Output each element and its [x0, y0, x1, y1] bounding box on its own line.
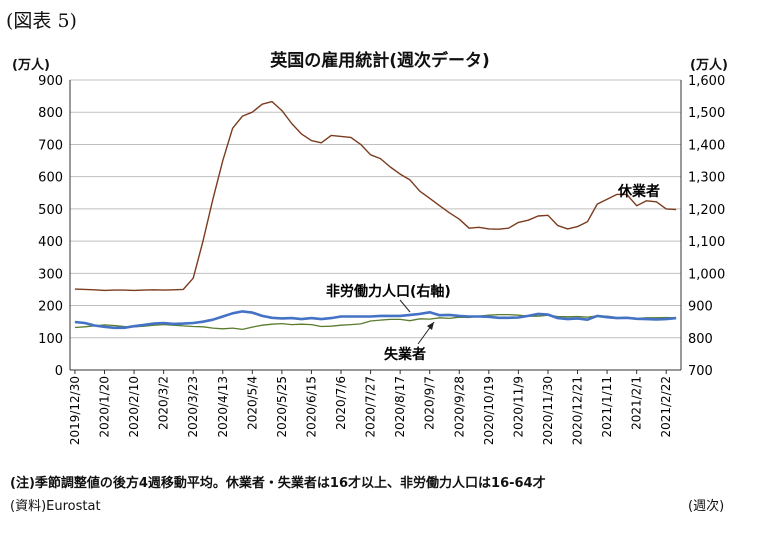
- series-line-unemployed: [74, 313, 677, 331]
- y-right-tick-label: 1,200: [688, 203, 725, 218]
- x-tick-label: 2020/7/6: [334, 376, 348, 430]
- x-tick-label: 2020/9/7: [423, 376, 437, 430]
- x-tick-label: 2020/7/27: [364, 376, 378, 438]
- footnote: (注)季節調整値の後方4週移動平均。休業者・失業者は16才以上、非労働力人口は1…: [10, 476, 546, 491]
- right-axis-unit: (万人): [690, 58, 728, 73]
- annotation-leader-inactive: [399, 299, 411, 313]
- x-tick-label: 2020/9/28: [452, 376, 466, 438]
- x-tick-label: 2020/3/23: [186, 376, 200, 438]
- line-chart: 0 700 100 800 200 900 300 1,000 400 1,100 500 1,200…: [38, 74, 725, 445]
- y-left-tick-label: 0: [55, 364, 63, 379]
- series-line-furloughed: [74, 100, 677, 292]
- annotation-economically-inactive: 非労働力人口(右軸): [326, 283, 451, 300]
- y-left-tick-label: 900: [38, 74, 63, 89]
- x-tick-label: 2020/11/9: [511, 376, 525, 438]
- source-note: (資料)Eurostat: [10, 499, 101, 514]
- y-left-tick-label: 400: [38, 235, 63, 250]
- x-tick-label: 2020/6/15: [304, 376, 318, 438]
- annotation-unemployed: 失業者: [384, 346, 426, 363]
- y-right-tick-label: 1,000: [688, 267, 725, 282]
- x-tick-label: 2020/4/13: [216, 376, 230, 438]
- x-tick-label: 2020/12/21: [571, 376, 585, 445]
- annotation-furloughed: 休業者: [617, 183, 660, 200]
- x-tick-label: 2020/8/17: [393, 376, 407, 438]
- x-tick-label: 2020/5/25: [275, 376, 289, 438]
- y-left-tick-label: 200: [38, 300, 63, 315]
- y-right-tick-label: 1,300: [688, 171, 725, 186]
- x-tick-label: 2021/1/11: [600, 376, 614, 438]
- figure-label: (図表 5): [6, 10, 77, 32]
- y-left-tick-label: 500: [38, 203, 63, 218]
- y-left-tick-label: 700: [38, 138, 63, 153]
- x-tick-label: 2021/2/22: [659, 376, 673, 438]
- y-left-tick-label: 800: [38, 106, 63, 121]
- x-tick-label: 2021/2/1: [630, 376, 644, 430]
- left-axis-unit: (万人): [12, 58, 50, 73]
- series-lines: [74, 100, 677, 331]
- y-left-tick-label: 600: [38, 171, 63, 186]
- y-right-tick-label: 900: [688, 300, 713, 315]
- annotation-arrowhead: [427, 322, 434, 330]
- x-tick-label: 2020/10/19: [482, 376, 496, 445]
- y-left-tick-label: 100: [38, 332, 63, 347]
- chart-title: 英国の雇用統計(週次データ): [270, 51, 490, 71]
- x-tick-label: 2020/3/2: [157, 376, 171, 430]
- axes: [69, 80, 682, 374]
- y-right-tick-label: 1,400: [688, 138, 725, 153]
- y-right-tick-label: 700: [688, 364, 713, 379]
- x-tick-label: 2020/5/4: [245, 376, 259, 430]
- x-tick-label: 2020/11/30: [541, 376, 555, 445]
- x-tick-label: 2020/2/10: [127, 376, 141, 438]
- x-tick-label: 2020/1/20: [97, 376, 111, 438]
- y-right-tick-label: 1,600: [688, 74, 725, 89]
- series-line-economically-inactive: [74, 310, 677, 330]
- y-right-tick-label: 1,100: [688, 235, 725, 250]
- x-tick-label: 2019/12/30: [68, 376, 82, 445]
- tick-labels: 0 700 100 800 200 900 300 1,000 400 1,100 500 1,200…: [38, 74, 725, 445]
- y-right-tick-label: 800: [688, 332, 713, 347]
- y-left-tick-label: 300: [38, 267, 63, 282]
- y-right-tick-label: 1,500: [688, 106, 725, 121]
- x-axis-unit: (週次): [688, 499, 725, 514]
- grid-lines: [70, 79, 681, 339]
